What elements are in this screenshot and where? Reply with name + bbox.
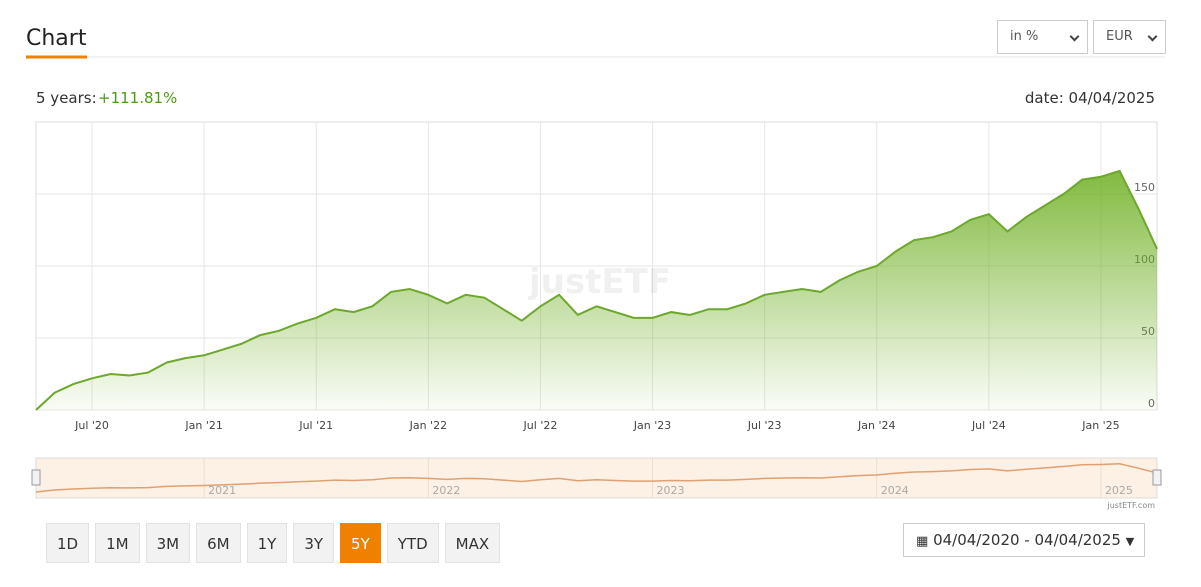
navigator-label: 2025 bbox=[1105, 484, 1133, 497]
navigator-label: 2022 bbox=[432, 484, 460, 497]
date-range-picker[interactable]: ▦ 04/04/2020 - 04/04/2025 ▼ bbox=[903, 523, 1145, 557]
range-button[interactable]: 1M bbox=[95, 523, 140, 563]
unit-select[interactable]: in % bbox=[997, 20, 1088, 54]
x-tick-label: Jul '24 bbox=[971, 419, 1006, 432]
range-button[interactable]: 1D bbox=[46, 523, 90, 563]
range-button[interactable]: 6M bbox=[196, 523, 241, 563]
range-button[interactable]: 5Y bbox=[340, 523, 381, 563]
y-tick-label: 150 bbox=[1134, 181, 1155, 194]
range-button[interactable]: YTD bbox=[386, 523, 439, 563]
range-button[interactable]: 1Y bbox=[246, 523, 288, 563]
x-tick-label: Jul '23 bbox=[747, 419, 782, 432]
summary-label: 5 years: bbox=[36, 89, 97, 107]
navigator-handle[interactable] bbox=[1152, 469, 1162, 486]
x-tick-label: Jul '22 bbox=[523, 419, 558, 432]
navigator-label: 2021 bbox=[208, 484, 236, 497]
line bbox=[35, 169, 1158, 411]
plot: Jul '20 Jan '21 Jul '21 Jan '22 Jul '22 Jan '… bbox=[35, 121, 1158, 432]
navigator-line bbox=[35, 463, 1158, 493]
watermark: justETF bbox=[527, 262, 671, 302]
x-tick-label: Jan '25 bbox=[1081, 419, 1119, 432]
navigator-label: 2024 bbox=[881, 484, 909, 497]
range-button[interactable]: 3M bbox=[145, 523, 191, 563]
area bbox=[36, 170, 1157, 410]
summary-value: +111.81% bbox=[98, 89, 177, 107]
title: Chart bbox=[26, 26, 87, 51]
range-button[interactable]: 3Y bbox=[293, 523, 335, 563]
navigator-handle[interactable] bbox=[31, 469, 41, 486]
currency-select[interactable]: EUR bbox=[1093, 20, 1166, 54]
x-tick-label: Jan '23 bbox=[633, 419, 671, 432]
summary-date: date: 04/04/2025 bbox=[1025, 89, 1155, 107]
x-tick-label: Jan '22 bbox=[409, 419, 447, 432]
range-buttons: 1D 1M 3M 6M 1Y 3Y 5Y YTD MAX bbox=[46, 523, 501, 563]
date-range: 04/04/2020 - 04/04/2025 bbox=[933, 531, 1121, 549]
calendar-icon: ▦ bbox=[916, 534, 929, 549]
range-button[interactable]: MAX bbox=[444, 523, 501, 563]
navigator-label: 2023 bbox=[657, 484, 685, 497]
x-tick-label: Jan '24 bbox=[857, 419, 895, 432]
x-tick-label: Jan '21 bbox=[184, 419, 222, 432]
x-tick-label: Jul '21 bbox=[298, 419, 333, 432]
navigator: 2021 2022 2023 2024 2025 justETF.com bbox=[31, 457, 1162, 510]
caret: ▼ bbox=[1125, 535, 1135, 548]
credit: justETF.com bbox=[1107, 501, 1156, 510]
x-tick-label: Jul '20 bbox=[74, 419, 109, 432]
